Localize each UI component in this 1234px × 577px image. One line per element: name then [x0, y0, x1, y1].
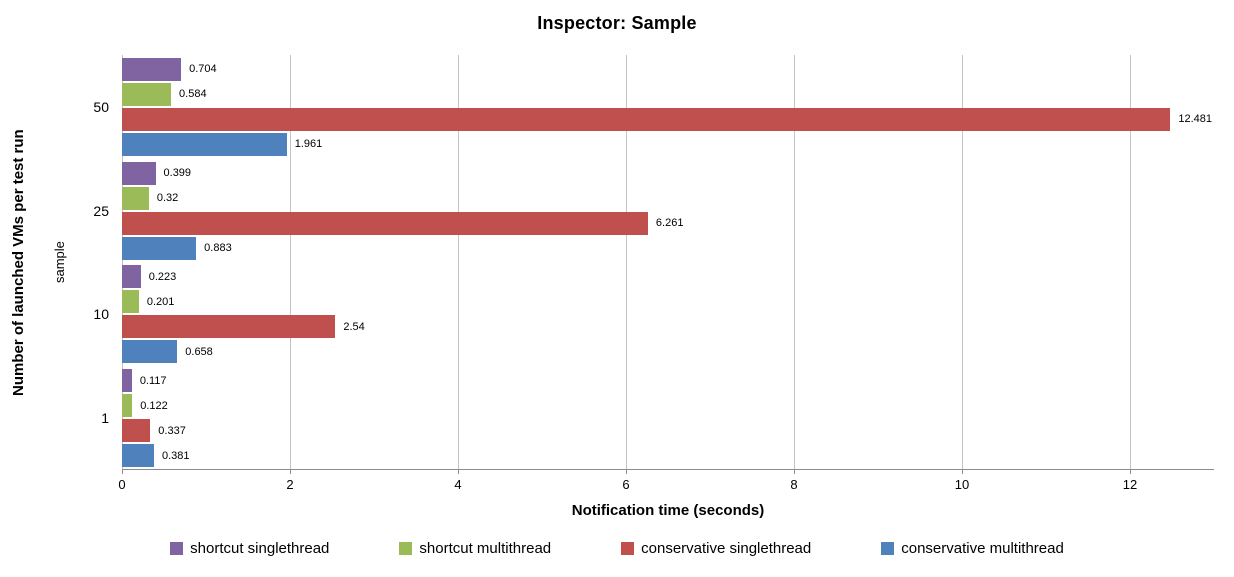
bar-value-label: 1.961 [294, 138, 323, 151]
gridline [1130, 55, 1131, 469]
bar-value-label: 0.584 [179, 88, 207, 101]
x-tick-label: 4 [454, 477, 462, 492]
axis-tick [122, 470, 123, 474]
bar-row: 0.883 [122, 236, 1214, 260]
bar-shortcut-singlethread [122, 57, 182, 81]
bar-value-label: 0.201 [146, 295, 175, 308]
bar-group: 0.399 0.32 6.261 0.883 [122, 159, 1214, 263]
bar-conservative-singlethread [122, 211, 648, 235]
bar-group: 0.704 0.584 12.481 1.961 [122, 55, 1214, 159]
bar-row: 0.584 [122, 82, 1214, 106]
gridline [458, 55, 459, 469]
bar-shortcut-multithread [122, 290, 139, 314]
bar-value-label: 6.261 [655, 217, 684, 230]
bar-row: 0.337 [122, 419, 1214, 443]
legend-item: shortcut singlethread [170, 540, 329, 557]
bar-row: 0.223 [122, 265, 1214, 289]
bar-value-label: 12.481 [1178, 113, 1213, 126]
bar-row: 0.704 [122, 57, 1214, 81]
x-axis-title: Notification time (seconds) [571, 502, 765, 519]
bar-value-label: 0.399 [163, 167, 192, 180]
legend-swatch-icon [621, 542, 635, 555]
bar-shortcut-multithread [122, 82, 172, 106]
bar-conservative-multithread [122, 444, 154, 468]
x-tick-label: 10 [954, 477, 970, 492]
bar-row: 12.481 [122, 107, 1214, 131]
legend-label: shortcut singlethread [190, 540, 330, 557]
bar-group: 0.117 0.122 0.337 0.381 [122, 366, 1214, 470]
bar-conservative-multithread [122, 340, 178, 364]
bar-row: 0.201 [122, 290, 1214, 314]
legend-swatch-icon [399, 542, 413, 555]
axis-tick [962, 470, 963, 474]
bar-shortcut-singlethread [122, 369, 132, 393]
bar-conservative-multithread [122, 236, 197, 260]
y-tick-label: 50 [93, 98, 109, 115]
bar-row: 6.261 [122, 211, 1214, 235]
y-tick-label: 25 [93, 202, 109, 219]
axis-tick [290, 470, 291, 474]
bar-value-label: 0.704 [189, 63, 217, 76]
gridline [626, 55, 627, 469]
gridline [794, 55, 795, 469]
bar-value-label: 0.32 [156, 192, 179, 205]
bar-row: 0.117 [122, 369, 1214, 393]
bar-shortcut-multithread [122, 186, 149, 210]
legend-label: shortcut multithread [419, 540, 552, 557]
legend-label: conservative multithread [901, 540, 1064, 557]
bar-value-label: 0.381 [162, 449, 190, 462]
bar-value-label: 0.122 [140, 399, 168, 412]
gridline [122, 55, 123, 469]
legend-swatch-icon [170, 542, 184, 555]
bar-row: 0.658 [122, 340, 1214, 364]
legend: shortcut singlethread shortcut multithrea… [0, 540, 1234, 557]
y-axis-subtitle: sample [52, 241, 67, 284]
bar-row: 0.381 [122, 444, 1214, 468]
legend-label: conservative singlethread [641, 540, 812, 557]
x-tick-label: 12 [1122, 477, 1138, 492]
plot-area: 50 0.704 0.584 12.481 1.961 25 0.399 0.32 6.261 0… [93, 55, 1214, 474]
bar-row: 2.54 [122, 315, 1214, 339]
legend-swatch-icon [881, 542, 895, 555]
bar-conservative-singlethread [122, 315, 336, 339]
bar-row: 1.961 [122, 132, 1214, 156]
x-tick-label: 2 [286, 477, 294, 492]
axis-tick [1130, 470, 1131, 474]
x-tick-label: 0 [118, 477, 126, 492]
axis-tick [458, 470, 459, 474]
axis-tick [626, 470, 627, 474]
y-tick-label: 10 [93, 306, 109, 323]
bar-shortcut-singlethread [122, 265, 141, 289]
bar-conservative-singlethread [122, 107, 1171, 131]
bar-shortcut-singlethread [122, 161, 156, 185]
legend-item: conservative singlethread [621, 540, 811, 557]
bar-conservative-multithread [122, 132, 287, 156]
y-axis-title: Number of launched VMs per test run [10, 129, 27, 396]
bar-conservative-singlethread [122, 419, 151, 443]
axis-tick [794, 470, 795, 474]
bar-group: 0.223 0.201 2.54 0.658 [122, 263, 1214, 367]
chart-title: Inspector: Sample [537, 13, 697, 33]
bar-value-label: 0.337 [158, 424, 186, 437]
y-tick-label: 1 [101, 410, 109, 427]
x-tick-label: 8 [790, 477, 798, 492]
legend-item: conservative multithread [881, 540, 1064, 557]
gridline [290, 55, 291, 469]
bar-shortcut-multithread [122, 394, 133, 418]
bar-row: 0.122 [122, 394, 1214, 418]
bar-value-label: 0.223 [148, 270, 177, 283]
bar-value-label: 0.117 [139, 374, 167, 387]
bar-value-label: 2.54 [343, 320, 365, 333]
bar-value-label: 0.883 [204, 242, 232, 255]
bar-value-label: 0.658 [185, 345, 213, 358]
legend-item: shortcut multithread [399, 540, 551, 557]
gridline [962, 55, 963, 469]
x-tick-label: 6 [622, 477, 630, 492]
bar-row: 0.32 [122, 186, 1214, 210]
bar-row: 0.399 [122, 161, 1214, 185]
